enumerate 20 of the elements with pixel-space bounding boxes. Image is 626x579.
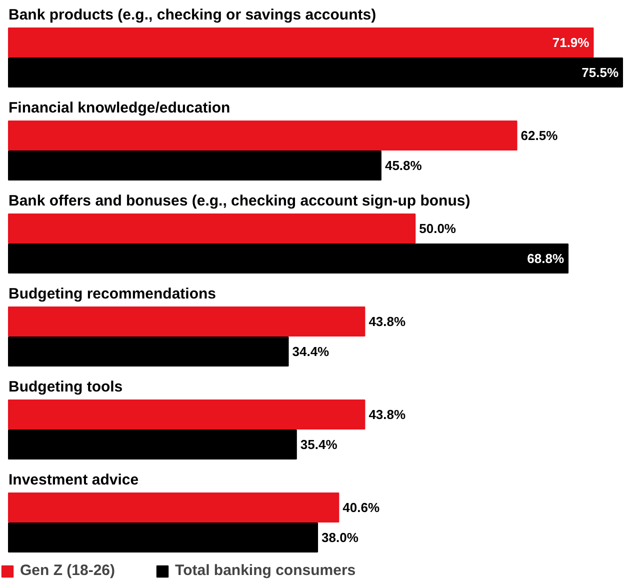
data-label: 34.4% [292,344,330,359]
data-label: 71.9% [552,35,590,50]
data-label: 43.8% [368,407,406,422]
data-label: 45.8% [384,158,422,173]
y-tick-label: Financial knowledge/education [8,100,230,116]
data-label: 40.6% [342,500,380,515]
data-label: 50.0% [419,221,456,236]
y-tick-label: Investment advice [8,472,139,488]
data-label: 38.0% [322,530,359,545]
y-tick-label: Bank products (e.g., checking or savings accounts) [8,6,376,24]
data-label: 62.5% [520,128,558,143]
legend-label: Total banking consumers [175,562,356,579]
y-tick-label: Bank offers and bonuses (e.g., checking account sign-up bonus) [8,192,470,210]
data-label: 35.4% [300,437,338,452]
legend-label: Gen Z (18-26) [20,562,116,579]
y-tick-label: Budgeting recommendations [8,286,216,302]
data-label: 75.5% [582,65,619,80]
data-label: 43.8% [368,314,406,329]
y-tick-label: Budgeting tools [8,378,123,396]
data-label: 68.8% [527,251,564,266]
